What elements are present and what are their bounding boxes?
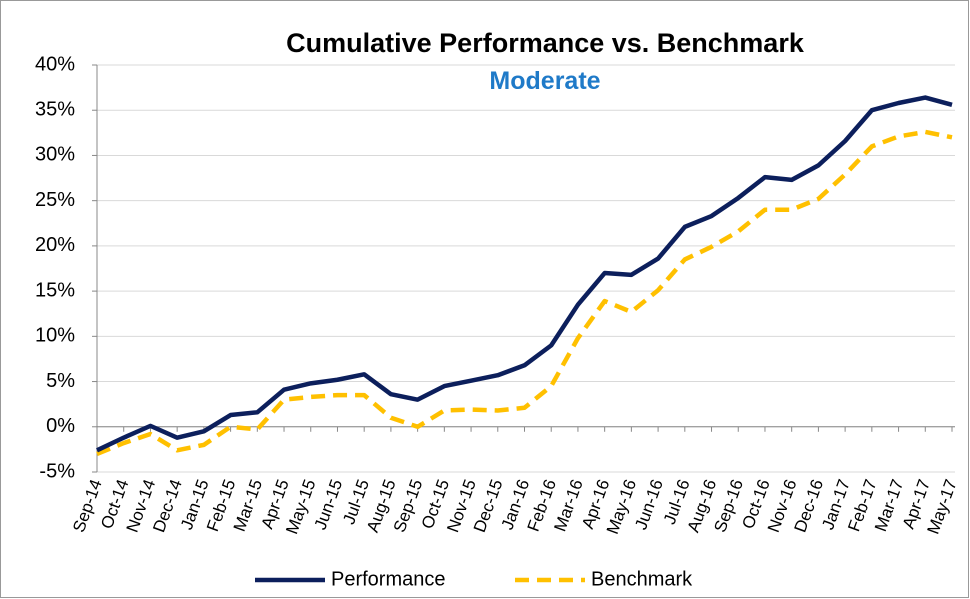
chart-subtitle: Moderate <box>489 67 600 95</box>
y-tick-label: 35% <box>35 99 75 121</box>
y-tick-label: 10% <box>35 325 75 347</box>
legend-label: Performance <box>331 568 446 590</box>
y-tick-label: 0% <box>46 415 75 437</box>
y-tick-label: 5% <box>46 370 75 392</box>
y-tick-label: 20% <box>35 234 75 256</box>
series-line <box>96 129 953 456</box>
series-line <box>96 95 953 453</box>
y-tick-label: -5% <box>39 460 75 482</box>
legend-label: Benchmark <box>591 568 693 590</box>
grid <box>92 64 955 473</box>
y-tick-label: 30% <box>35 144 75 166</box>
y-tick-label: 40% <box>35 53 75 75</box>
plot <box>96 95 953 456</box>
y-tick-label: 25% <box>35 189 75 211</box>
y-tick-label: 15% <box>35 279 75 301</box>
chart-title: Cumulative Performance vs. Benchmark <box>286 28 805 58</box>
